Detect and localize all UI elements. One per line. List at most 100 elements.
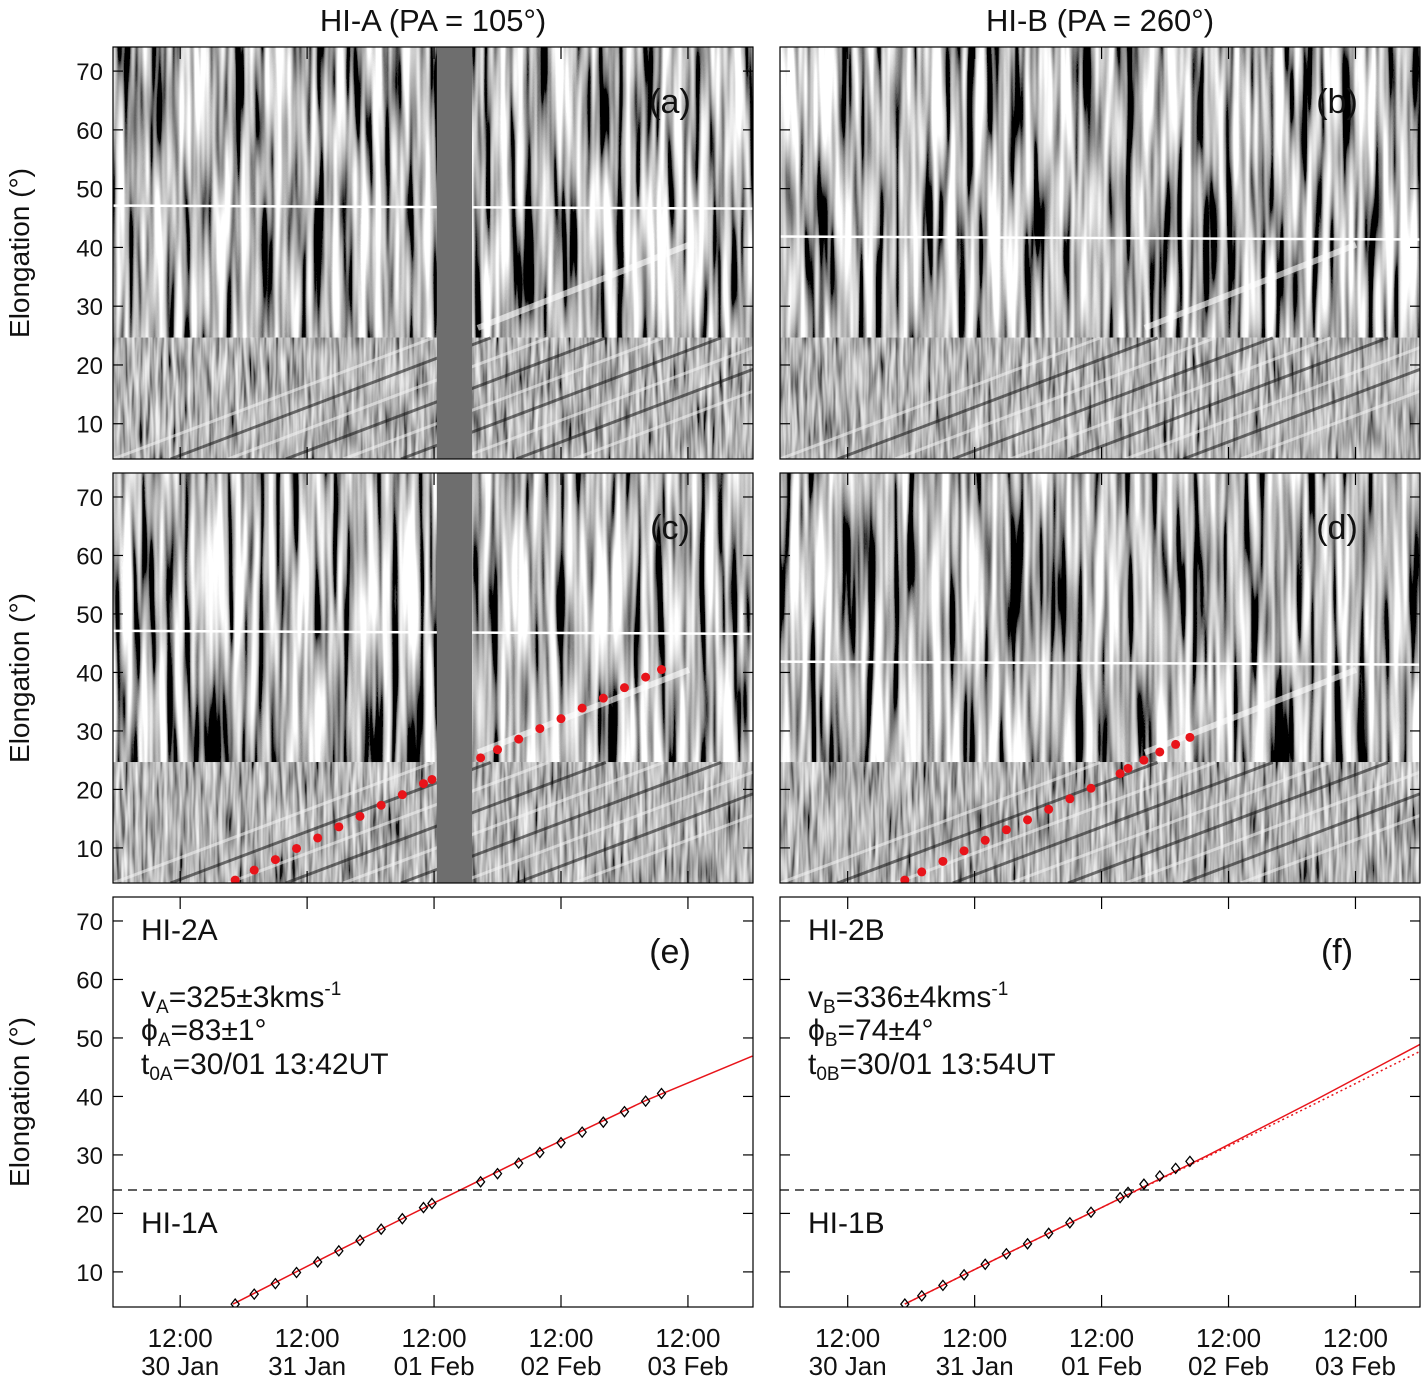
y-tick-label: 20 (76, 777, 103, 804)
x-tick-label: 12:00 (1069, 1323, 1134, 1353)
track-point (493, 745, 503, 755)
y-tick-label: 20 (76, 353, 103, 380)
track-point (397, 1212, 408, 1225)
streak (1182, 792, 1420, 883)
x-tick-label: 12:00 (655, 1323, 720, 1353)
streak (515, 367, 753, 459)
annotation: t0A=30/01 13:42UT (141, 1048, 389, 1085)
panel-label: (d) (1316, 509, 1358, 547)
track-point (313, 833, 323, 843)
plot-background (113, 897, 753, 1307)
x-tick-label: 12:00 (815, 1323, 880, 1353)
x-tick-label: 12:00 (528, 1323, 593, 1353)
column-title: HI-B (PA = 260°) (986, 3, 1214, 38)
streak (1067, 761, 1389, 883)
track-point (418, 1201, 429, 1214)
annotation-part: 0A (149, 1064, 173, 1085)
track-point (535, 724, 545, 734)
annotation-part: =325±3kms (169, 981, 325, 1014)
x-tick-label: 12:00 (148, 1323, 213, 1353)
y-tick-label: 40 (76, 1084, 103, 1111)
annotation-part: =30/01 13:54UT (840, 1048, 1056, 1081)
y-tick-label: 70 (76, 909, 103, 936)
streak (342, 336, 664, 459)
panel: 10 20 30 40 50 60 70 Elongation (°) (c) (4, 472, 754, 884)
track-point (1115, 1191, 1125, 1204)
track-point (980, 1258, 991, 1271)
track-point (355, 1234, 365, 1247)
track-point (1023, 815, 1033, 825)
track-point (656, 665, 666, 675)
annotation: vB=336±4kms-1 (808, 979, 1008, 1018)
jmap-hi2 (780, 473, 1420, 763)
streak (458, 345, 753, 459)
track-point (577, 1126, 587, 1139)
streak (780, 761, 1101, 883)
jmap-hi2 (113, 47, 753, 338)
track-point (619, 683, 629, 693)
track-point (1065, 794, 1075, 804)
track-point (1123, 1186, 1133, 1199)
track-point (577, 703, 587, 713)
track-point (475, 1175, 486, 1188)
annotation-part: v (141, 981, 156, 1014)
track-point (249, 865, 259, 875)
annotation-part: -1 (991, 979, 1008, 1000)
annotation: HI-2B (808, 914, 885, 947)
streak (227, 336, 549, 459)
streak (1240, 813, 1420, 883)
annotation-part: A (158, 1030, 171, 1051)
streak (837, 336, 1159, 459)
track-point (1139, 1178, 1149, 1191)
streak (227, 761, 549, 883)
data-gap (436, 473, 473, 883)
panel-label: (a) (649, 83, 691, 121)
jmap-hi1 (780, 762, 1420, 883)
y-tick-label: 50 (76, 1026, 103, 1053)
x-tick-label: 12:00 (1196, 1323, 1261, 1353)
x-tick-label: 12:00 (942, 1323, 1007, 1353)
panel-body (113, 473, 753, 883)
track-point (959, 846, 969, 856)
y-tick-label: 30 (76, 294, 103, 321)
panel-body (113, 897, 753, 1307)
streak (1182, 367, 1420, 459)
panel-label: (b) (1316, 83, 1358, 121)
annotation: vA=325±3kms-1 (141, 979, 341, 1018)
track-point (917, 867, 927, 877)
streak (476, 241, 691, 331)
track-point (899, 1298, 910, 1307)
track-point (514, 734, 524, 744)
annotation: ϕA=83±1° (141, 1014, 267, 1051)
track-point (1044, 804, 1054, 814)
streak (1009, 761, 1331, 883)
track-point (1065, 1216, 1075, 1229)
annotation: HI-1A (141, 1207, 218, 1240)
panel: (d) (779, 472, 1421, 884)
track-point (230, 1298, 241, 1307)
x-tick-label: 03 Feb (647, 1351, 728, 1377)
streak (1009, 336, 1331, 459)
y-tick-label: 10 (76, 412, 103, 439)
x-tick-label: 31 Jan (936, 1351, 1014, 1377)
track-point (492, 1167, 503, 1180)
panel-label: (f) (1321, 933, 1353, 971)
y-tick-label: 50 (76, 177, 103, 204)
track-point (556, 714, 566, 724)
jmap-hi2 (113, 473, 753, 763)
jmap-hi1 (113, 337, 753, 459)
fit-line (232, 1055, 753, 1305)
track-point (640, 1095, 651, 1108)
track-point (1185, 1155, 1195, 1168)
annotation-part: A (156, 997, 169, 1018)
track-point (355, 811, 365, 821)
track-point (641, 672, 651, 682)
panel-label: (e) (649, 933, 691, 971)
track-point (334, 822, 344, 832)
streak (1143, 667, 1358, 756)
track-point (513, 1157, 524, 1170)
track-point (249, 1288, 260, 1301)
frame (112, 896, 754, 1308)
